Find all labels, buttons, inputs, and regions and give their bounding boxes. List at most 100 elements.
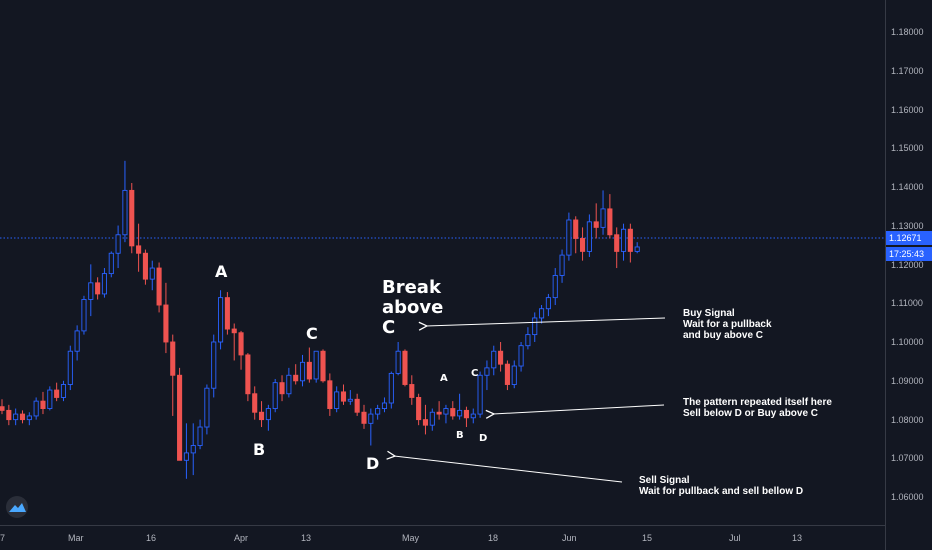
candle-body <box>170 341 176 376</box>
candle-body <box>518 345 524 367</box>
sell-note-line-1: Sell Signal <box>639 475 690 486</box>
buy-signal-arrow[interactable] <box>426 317 666 326</box>
repeat-note-line-2: Sell below D or Buy above C <box>683 408 818 419</box>
y-tick-label: 1.12000 <box>891 260 924 270</box>
candle-body <box>566 219 572 256</box>
candle-body <box>81 299 87 332</box>
candle-body <box>286 374 292 395</box>
candle-body <box>361 411 367 424</box>
x-tick-label: 15 <box>642 533 652 543</box>
x-tick-label: Apr <box>234 533 248 543</box>
x-tick-label: 16 <box>146 533 156 543</box>
candle-body <box>368 413 374 424</box>
countdown-tag-value: 17:25:43 <box>889 249 924 259</box>
candle-body <box>620 228 627 252</box>
candle-body <box>211 341 217 389</box>
candle-body <box>463 409 469 419</box>
candle-body <box>593 221 599 228</box>
candle-body <box>429 411 435 426</box>
candle-body <box>279 382 285 395</box>
candle-body <box>136 245 142 254</box>
x-tick-label: May <box>402 533 420 543</box>
candle-body <box>552 274 558 299</box>
candle-body <box>395 350 401 374</box>
candle-body <box>101 273 107 295</box>
candle-body <box>293 374 299 382</box>
current-price-tag: 1.12671 17:25:43 <box>886 231 932 261</box>
y-tick-label: 1.10000 <box>891 337 924 347</box>
buy-note-line-3: and buy above C <box>683 330 763 341</box>
candle-body <box>74 330 80 352</box>
annotation-a-small: A <box>440 373 448 384</box>
x-tick-label: 13 <box>792 533 802 543</box>
candle-body <box>354 398 360 413</box>
candle-body <box>54 389 60 398</box>
y-tick-label: 1.15000 <box>891 143 924 153</box>
x-tick-label: 13 <box>301 533 311 543</box>
repeat-pattern-arrow[interactable] <box>493 404 665 414</box>
x-tick-label: 18 <box>488 533 498 543</box>
candle-body <box>0 406 5 411</box>
annotation-c-small: C <box>471 368 478 379</box>
candle-body <box>334 391 340 409</box>
candle-body <box>634 246 640 252</box>
candle-body <box>580 238 586 252</box>
annotation-break-line-3: C <box>382 317 395 338</box>
candle-body <box>539 308 545 319</box>
price-axis[interactable]: 1.18000 1.17000 1.16000 1.15000 1.14000 … <box>891 27 924 502</box>
candle-body <box>47 389 53 409</box>
candle-body <box>238 332 244 356</box>
logo-icon[interactable] <box>6 496 28 518</box>
candle-body <box>409 384 415 398</box>
x-tick-label: Jun <box>562 533 577 543</box>
y-tick-label: 1.06000 <box>891 492 924 502</box>
candle-body <box>422 419 429 426</box>
candle-body <box>388 372 394 404</box>
candle-body <box>416 396 422 421</box>
candle-body <box>40 400 46 409</box>
candle-body <box>559 254 565 276</box>
candle-body <box>67 350 73 385</box>
sell-note-line-2: Wait for pullback and sell bellow D <box>639 486 803 497</box>
y-tick-label: 1.16000 <box>891 105 924 115</box>
candle-body <box>532 317 538 336</box>
candle-body <box>347 398 353 402</box>
candle-body <box>511 365 517 385</box>
candle-body <box>614 234 620 252</box>
candle-body <box>340 391 347 402</box>
candle-body <box>320 350 326 382</box>
candle-body <box>381 402 388 409</box>
candle-body <box>190 445 196 454</box>
candle-body <box>108 252 114 275</box>
annotation-break-line-2: above <box>382 297 443 318</box>
candle-body <box>204 387 210 428</box>
candle-body <box>177 374 183 461</box>
candle-body <box>607 208 613 236</box>
candle-body <box>258 411 265 421</box>
candle-body <box>525 334 531 347</box>
buy-note-line-2: Wait for a pullback <box>683 319 772 330</box>
buy-note-line-1: Buy Signal <box>683 308 735 319</box>
candle-body <box>477 374 483 415</box>
time-axis[interactable]: 7 Mar 16 Apr 13 May 18 Jun 15 Jul 13 <box>0 533 802 543</box>
candle-body <box>600 208 606 228</box>
candle-body <box>252 393 258 413</box>
countdown-tag-bg <box>886 247 932 261</box>
candle-body <box>122 189 128 236</box>
candle-body <box>299 361 306 382</box>
y-tick-label: 1.18000 <box>891 27 924 37</box>
candle-body <box>306 361 312 380</box>
candle-body <box>163 304 169 343</box>
candle-body <box>498 350 504 365</box>
candle-body <box>627 228 633 252</box>
candle-body <box>470 413 476 419</box>
candle-body <box>115 234 121 254</box>
sell-signal-arrow[interactable] <box>394 456 623 483</box>
candle-body <box>545 297 551 310</box>
candle-body <box>375 408 381 415</box>
candle-body <box>218 297 224 343</box>
candle-body <box>95 282 101 295</box>
plot-area[interactable] <box>0 0 885 525</box>
